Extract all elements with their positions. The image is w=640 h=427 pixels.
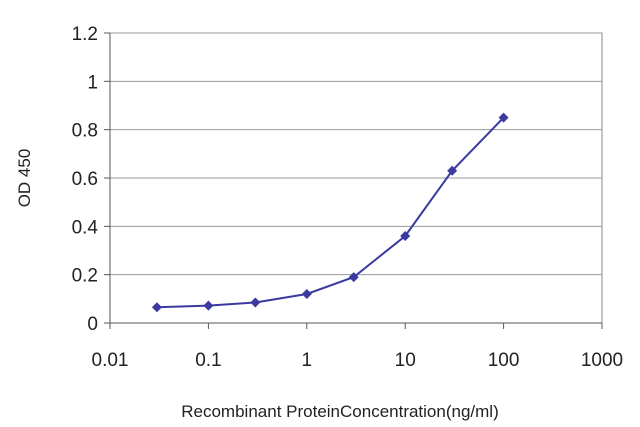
y-tick-label: 1.2 xyxy=(72,24,98,45)
data-point xyxy=(348,272,359,283)
series-line xyxy=(156,116,505,309)
data-point xyxy=(498,112,509,123)
y-tick-label: 0 xyxy=(87,314,98,335)
y-tick-label: 0.2 xyxy=(72,266,98,287)
x-tick-labels: 0.01 0.1 1 10 100 1000 xyxy=(92,350,624,371)
y-tick-labels: 0 0.2 0.4 0.6 0.8 1 1.2 xyxy=(72,24,99,335)
y-axis-title: OD 450 xyxy=(15,149,34,208)
grid-lines xyxy=(110,32,602,276)
x-tick-label: 0.01 xyxy=(92,350,129,371)
x-axis-title: Recombinant ProteinConcentration(ng/ml) xyxy=(181,402,499,421)
data-point xyxy=(250,297,261,308)
data-point xyxy=(203,300,214,311)
data-point xyxy=(400,231,411,241)
x-tick-label: 1000 xyxy=(581,350,623,371)
data-point xyxy=(301,289,312,299)
x-tick-label: 100 xyxy=(488,350,520,371)
x-tick-label: 0.1 xyxy=(195,350,221,371)
axes xyxy=(104,32,603,329)
y-tick-label: 1 xyxy=(87,72,98,93)
y-tick-label: 0.6 xyxy=(72,169,98,190)
x-tick-label: 1 xyxy=(302,350,313,371)
y-tick-label: 0.8 xyxy=(72,121,98,142)
data-point xyxy=(447,165,458,176)
data-point xyxy=(151,302,162,313)
series-group xyxy=(151,112,509,313)
x-tick-label: 10 xyxy=(395,350,416,371)
y-tick-label: 0.4 xyxy=(72,217,99,238)
